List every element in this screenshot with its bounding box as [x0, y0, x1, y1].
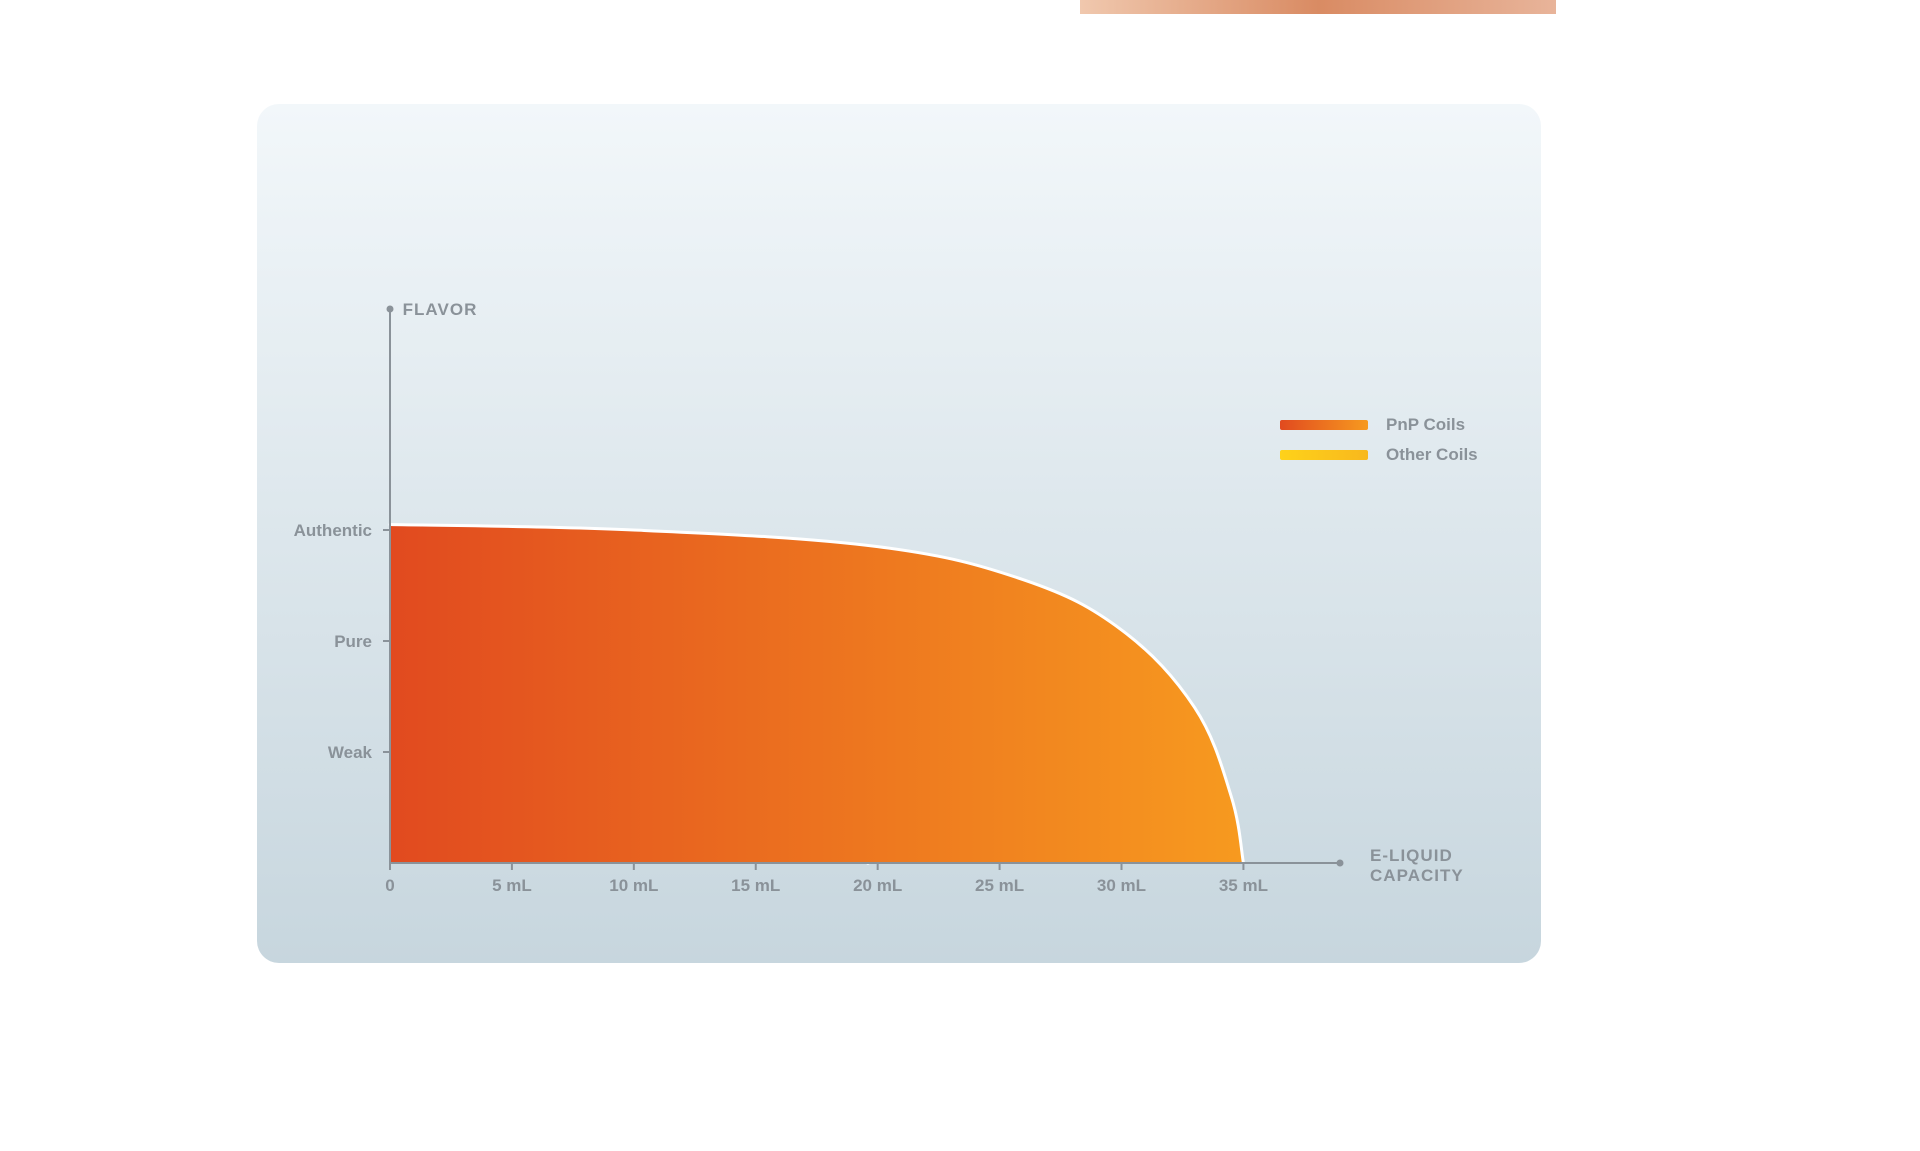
y-tick-label: Weak — [328, 743, 373, 762]
area-pnp-coils — [390, 524, 1243, 863]
legend-swatch-pnp-coils — [1280, 420, 1368, 430]
photo-strip-remnant — [1080, 0, 1556, 14]
flavor-vs-capacity-chart: 0 5 mL 10 mL 15 mL 20 mL 25 mL 30 mL 35 mL E-LIQ… — [257, 104, 1541, 963]
x-tick-label: 25 mL — [975, 876, 1024, 895]
y-axis-title: FLAVOR — [403, 300, 478, 319]
legend-swatch-other-coils — [1280, 450, 1368, 460]
x-tick-label: 5 mL — [492, 876, 532, 895]
x-tick-label: 15 mL — [731, 876, 780, 895]
x-tick-label: 30 mL — [1097, 876, 1146, 895]
x-axis-title-line2: CAPACITY — [1370, 866, 1464, 885]
y-tick-label: Pure — [334, 632, 372, 651]
x-tick-label: 20 mL — [853, 876, 902, 895]
legend-label-other-coils: Other Coils — [1386, 445, 1478, 464]
chart-card: 0 5 mL 10 mL 15 mL 20 mL 25 mL 30 mL 35 mL E-LIQ… — [257, 104, 1541, 963]
x-axis-title-line1: E-LIQUID — [1370, 846, 1453, 865]
x-axis-end-dot — [1337, 860, 1344, 867]
x-tick-label: 10 mL — [609, 876, 658, 895]
y-axis-end-dot — [387, 306, 394, 313]
legend-label-pnp-coils: PnP Coils — [1386, 415, 1465, 434]
y-tick-label: Authentic — [294, 521, 372, 540]
x-tick-label: 35 mL — [1219, 876, 1268, 895]
x-tick-label: 0 — [385, 876, 394, 895]
